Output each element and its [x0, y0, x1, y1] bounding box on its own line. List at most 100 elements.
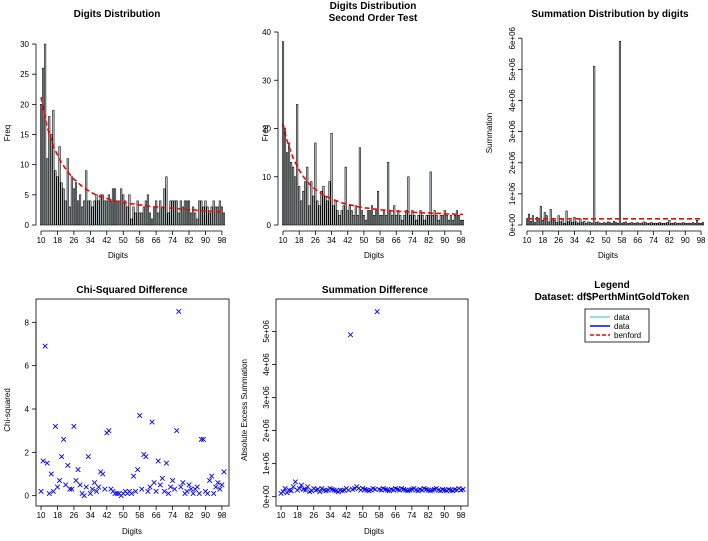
bar — [692, 222, 695, 226]
x-axis-label: Digits — [364, 251, 384, 260]
legend-label: data — [614, 313, 630, 322]
bar — [429, 171, 432, 226]
bar — [85, 170, 88, 226]
bar — [136, 200, 139, 226]
bar — [654, 222, 657, 226]
legend-label: benford — [614, 331, 641, 340]
bar — [190, 212, 193, 226]
bar — [183, 200, 186, 226]
bar — [674, 222, 677, 226]
x-axis-label: Digits — [364, 527, 384, 536]
x-tick-label: 34 — [327, 236, 336, 245]
points-layer — [278, 308, 466, 497]
bar — [437, 219, 440, 226]
bar — [636, 222, 639, 226]
y-tick-label: 0 — [25, 492, 30, 501]
bar — [664, 222, 667, 226]
bar — [348, 205, 351, 226]
bar — [72, 188, 75, 226]
bar — [611, 223, 614, 226]
bar — [397, 210, 400, 226]
bar — [545, 215, 548, 226]
bar — [413, 215, 416, 226]
x-axis-label: Digits — [122, 527, 142, 536]
bar — [52, 110, 55, 226]
bar — [678, 222, 681, 226]
x-tick-label: 66 — [391, 511, 400, 520]
bar — [330, 133, 333, 226]
x-tick-label: 10 — [279, 236, 288, 245]
x-axis-label: Digits — [108, 251, 128, 260]
bar — [93, 200, 96, 226]
bar — [284, 128, 287, 226]
bar — [529, 220, 532, 226]
plot-frame — [35, 298, 230, 507]
bar — [377, 190, 380, 226]
x-tick-label: 34 — [86, 511, 95, 520]
panel-summation-distribution: Summation Distribution by digits Digits … — [485, 9, 706, 260]
x-tick-label: 82 — [185, 511, 194, 520]
x-tick-label: 58 — [617, 236, 626, 245]
scatter-point — [345, 487, 352, 493]
scatter-point — [130, 473, 137, 479]
bar — [222, 212, 226, 226]
bar — [312, 195, 315, 226]
x-tick-label: 98 — [217, 511, 226, 520]
bar — [200, 200, 203, 226]
x-tick-label: 18 — [538, 236, 547, 245]
bar — [607, 221, 610, 226]
x-tick-label: 10 — [523, 236, 532, 245]
bar — [690, 223, 693, 226]
bar — [622, 222, 625, 226]
x-tick-label: 10 — [37, 511, 46, 520]
scatter-point — [132, 488, 139, 494]
x-tick-label: 98 — [697, 236, 706, 245]
scatter-point — [180, 480, 186, 486]
bar — [658, 222, 661, 226]
x-tick-label: 82 — [185, 236, 194, 245]
scatter-point — [165, 490, 172, 497]
scatter-point — [46, 490, 52, 497]
chart-title: Digits Distribution — [330, 1, 417, 12]
bar — [537, 218, 540, 226]
bar — [595, 222, 598, 226]
y-tick-label: 8 — [25, 318, 30, 327]
x-tick-label: 26 — [554, 236, 563, 245]
scatter-point — [50, 488, 56, 494]
bar — [455, 210, 458, 226]
bar — [300, 200, 303, 226]
bar — [533, 222, 536, 226]
scatter-point — [204, 490, 211, 497]
bar — [419, 210, 422, 226]
y-tick-label: 20 — [262, 125, 271, 134]
bar — [700, 223, 703, 226]
scatter-point — [213, 484, 219, 490]
bar — [571, 222, 574, 226]
bar — [153, 206, 156, 226]
bar — [97, 200, 100, 226]
x-tick-label: 90 — [201, 511, 210, 520]
bar — [322, 186, 325, 226]
scatter-point — [219, 482, 225, 488]
bar — [443, 210, 446, 226]
benford-layer — [40, 96, 224, 213]
bar — [591, 222, 594, 226]
x-tick-label: 50 — [119, 511, 128, 520]
scatter-point — [112, 490, 118, 497]
bar — [626, 223, 629, 226]
scatter-point — [61, 436, 67, 442]
bar — [58, 146, 61, 226]
bar — [175, 200, 178, 226]
bar — [439, 215, 442, 226]
chart-subtitle: Second Order Test — [329, 13, 418, 24]
x-tick-label: 82 — [424, 511, 433, 520]
scatter-point — [91, 480, 98, 486]
bar — [338, 215, 341, 226]
bar — [288, 142, 291, 226]
bar — [70, 176, 73, 226]
bar — [403, 215, 406, 226]
scatter-point — [75, 467, 81, 473]
bar — [698, 222, 701, 226]
bar — [171, 200, 174, 226]
